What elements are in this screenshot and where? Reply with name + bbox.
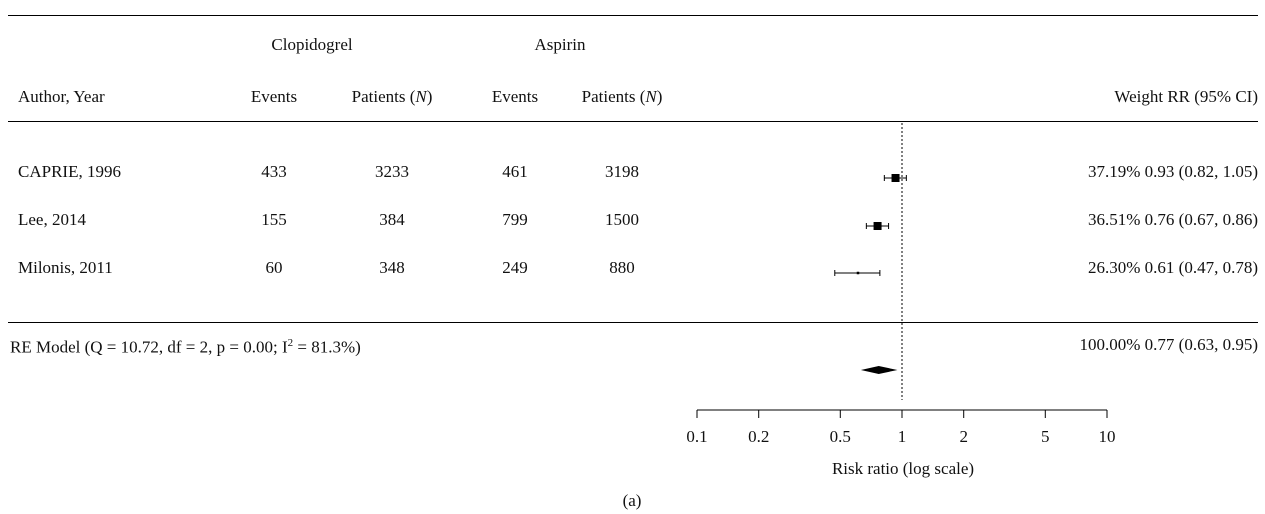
aspirin-events-cell: 461 [502,162,528,181]
clopidogrel-events-cell: 155 [261,210,287,229]
x-tick-label: 0.1 [686,427,707,446]
summary-model-label: RE Model (Q = 10.72, df = 2, p = 0.00; I… [10,337,361,357]
x-tick-label: 10 [1099,427,1116,446]
clopidogrel-events-cell: 433 [261,162,287,181]
study-label: CAPRIE, 1996 [18,162,121,181]
column-header-author-year: Author, Year [18,87,105,106]
figure-caption: (a) [622,491,642,510]
column-header-clopidogrel-events: Events [250,87,298,106]
group-header-clopidogrel: Clopidogrel [271,35,353,54]
study-label: Milonis, 2011 [18,258,113,277]
aspirin-patients-cell: 3198 [605,162,639,181]
clopidogrel-events-cell: 60 [265,258,283,277]
group-header-aspirin: Aspirin [534,35,586,54]
summary-rule [8,322,1258,323]
column-header-clopidogrel-patients: Patients (N) [351,87,433,106]
point-estimate [856,271,860,275]
x-axis-label: Risk ratio (log scale) [831,459,975,478]
weight-rr-ci-cell: 37.19% 0.93 (0.82, 1.05) [1088,162,1258,181]
x-tick-label: 0.5 [830,427,851,446]
x-tick-label: 2 [959,427,968,446]
study-label: Lee, 2014 [18,210,86,229]
point-estimate [891,174,900,182]
clopidogrel-patients-cell: 348 [379,258,405,277]
x-tick-label: 1 [898,427,907,446]
aspirin-patients-cell: 1500 [605,210,639,229]
aspirin-patients-cell: 880 [609,258,635,277]
summary-weight-rr-ci: 100.00% 0.77 (0.63, 0.95) [1079,335,1258,354]
clopidogrel-patients-cell: 384 [379,210,405,229]
x-tick-label: 5 [1041,427,1050,446]
header-rule [8,121,1258,122]
clopidogrel-patients-cell: 3233 [375,162,409,181]
x-tick-label: 0.2 [748,427,769,446]
top-rule [8,15,1258,16]
weight-rr-ci-cell: 26.30% 0.61 (0.47, 0.78) [1088,258,1258,277]
summary-diamond [860,366,898,374]
column-header-aspirin-patients: Patients (N) [581,87,663,106]
aspirin-events-cell: 249 [502,258,528,277]
column-header-weight-rr: Weight RR (95% CI) [1114,87,1258,106]
column-header-aspirin-events: Events [491,87,539,106]
aspirin-events-cell: 799 [502,210,528,229]
point-estimate [873,222,882,230]
weight-rr-ci-cell: 36.51% 0.76 (0.67, 0.86) [1088,210,1258,229]
